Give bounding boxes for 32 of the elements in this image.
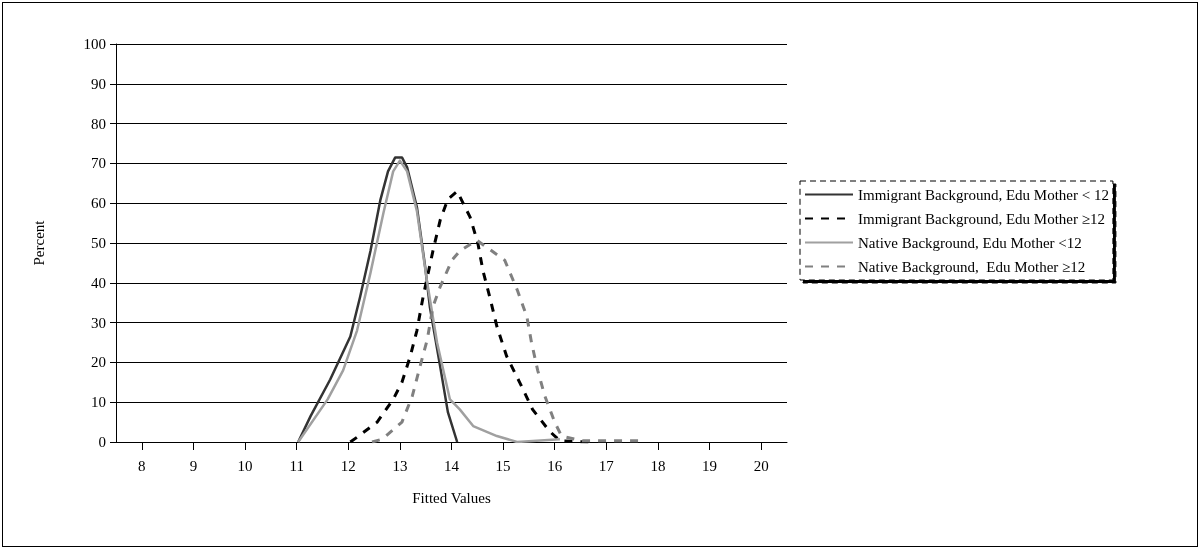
y-tick-label: 10: [91, 394, 106, 411]
y-tick-label: 70: [91, 155, 106, 172]
legend-label: Native Background, Edu Mother ≥12: [858, 258, 1086, 275]
y-tick-label: 50: [91, 235, 106, 251]
y-tick-label: 40: [91, 274, 106, 291]
y-tick-label: 0: [98, 434, 106, 450]
line-series: [296, 159, 562, 444]
x-tick-label: 14: [444, 457, 460, 474]
x-axis-title: Fitted Values: [412, 489, 491, 506]
x-tick-label: 19: [702, 457, 718, 474]
x-tick-label: 15: [495, 457, 511, 474]
y-tick-label: 90: [91, 75, 106, 92]
y-tick-label: 30: [91, 314, 106, 331]
x-tick-label: 18: [650, 457, 666, 474]
y-tick-label: 80: [91, 115, 106, 132]
y-axis-title: Percent: [30, 219, 47, 266]
x-tick-label: 13: [392, 457, 408, 474]
x-tick-label: 9: [189, 457, 198, 474]
y-tick-label: 100: [83, 36, 106, 52]
x-tick-label: 12: [340, 457, 356, 474]
legend-label: Immigrant Background, Edu Mother < 12: [858, 186, 1109, 203]
x-tick-label: 10: [237, 457, 253, 474]
legend-label: Immigrant Background, Edu Mother ≥12: [858, 210, 1105, 227]
x-tick-label: 16: [547, 457, 563, 474]
line-series: [370, 238, 641, 444]
y-tick-label: 60: [91, 195, 106, 212]
x-tick-label: 11: [289, 457, 304, 474]
x-tick-label: 17: [598, 457, 615, 474]
x-tick-label: 8: [138, 457, 146, 474]
x-tick-label: 20: [753, 457, 769, 474]
legend-label: Native Background, Edu Mother <12: [858, 234, 1082, 251]
y-tick-label: 20: [91, 354, 106, 371]
